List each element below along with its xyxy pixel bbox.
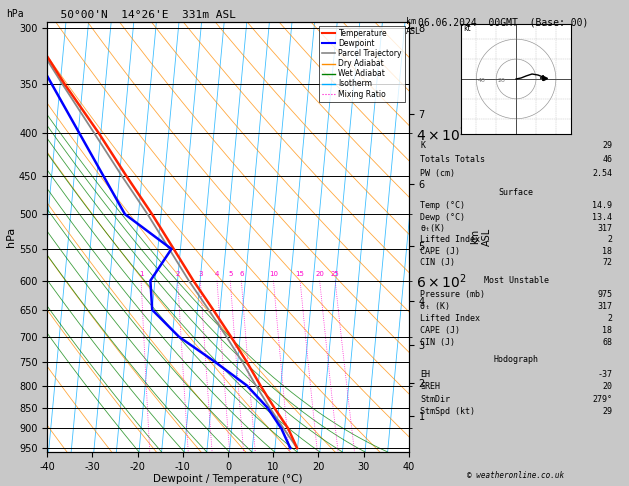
- Text: 10: 10: [269, 271, 278, 277]
- Text: CIN (J): CIN (J): [420, 337, 455, 347]
- Text: Pressure (mb): Pressure (mb): [420, 290, 485, 299]
- Text: 18: 18: [602, 247, 612, 256]
- Text: StmDir: StmDir: [420, 395, 450, 404]
- Text: © weatheronline.co.uk: © weatheronline.co.uk: [467, 471, 564, 480]
- Text: 14.9: 14.9: [592, 201, 612, 210]
- Text: SREH: SREH: [420, 382, 440, 391]
- Text: 2: 2: [607, 235, 612, 244]
- Text: θₜ (K): θₜ (K): [420, 302, 450, 311]
- Legend: Temperature, Dewpoint, Parcel Trajectory, Dry Adiabat, Wet Adiabat, Isotherm, Mi: Temperature, Dewpoint, Parcel Trajectory…: [319, 26, 405, 102]
- Text: PW (cm): PW (cm): [420, 169, 455, 178]
- Text: 2: 2: [175, 271, 180, 277]
- Text: 15: 15: [296, 271, 304, 277]
- Text: 20: 20: [315, 271, 324, 277]
- Text: K: K: [420, 141, 425, 150]
- Text: 2: 2: [607, 314, 612, 323]
- Text: Lifted Index: Lifted Index: [420, 235, 480, 244]
- Text: Most Unstable: Most Unstable: [484, 277, 548, 285]
- Text: 50°00'N  14°26'E  331m ASL: 50°00'N 14°26'E 331m ASL: [47, 10, 236, 20]
- Text: 5: 5: [228, 271, 233, 277]
- Text: Hodograph: Hodograph: [494, 355, 538, 364]
- Text: -37: -37: [597, 370, 612, 379]
- Text: Surface: Surface: [499, 188, 533, 197]
- Text: 1: 1: [139, 271, 143, 277]
- Text: 29: 29: [602, 141, 612, 150]
- Text: km
ASL: km ASL: [406, 17, 421, 36]
- Text: 29: 29: [602, 407, 612, 416]
- Text: 279°: 279°: [592, 395, 612, 404]
- Text: 3: 3: [198, 271, 203, 277]
- Text: 2.54: 2.54: [592, 169, 612, 178]
- Text: 4: 4: [215, 271, 220, 277]
- Text: 20: 20: [497, 78, 505, 83]
- Text: Dewp (°C): Dewp (°C): [420, 212, 465, 222]
- Text: θₜ(K): θₜ(K): [420, 224, 445, 233]
- Text: Totals Totals: Totals Totals: [420, 155, 485, 164]
- X-axis label: Dewpoint / Temperature (°C): Dewpoint / Temperature (°C): [153, 474, 303, 485]
- Text: CAPE (J): CAPE (J): [420, 326, 460, 335]
- Text: 6: 6: [239, 271, 243, 277]
- Text: 68: 68: [602, 337, 612, 347]
- Text: kt: kt: [464, 24, 471, 33]
- Y-axis label: km
ASL: km ASL: [470, 228, 492, 246]
- Text: 25: 25: [331, 271, 340, 277]
- Text: 317: 317: [597, 224, 612, 233]
- Text: 13.4: 13.4: [592, 212, 612, 222]
- Text: 18: 18: [602, 326, 612, 335]
- Text: EH: EH: [420, 370, 430, 379]
- Text: hPa: hPa: [6, 9, 24, 19]
- Text: 20: 20: [602, 382, 612, 391]
- Text: 975: 975: [597, 290, 612, 299]
- Y-axis label: hPa: hPa: [6, 227, 16, 247]
- Text: Lifted Index: Lifted Index: [420, 314, 480, 323]
- Text: StmSpd (kt): StmSpd (kt): [420, 407, 475, 416]
- Text: CAPE (J): CAPE (J): [420, 247, 460, 256]
- Text: 40: 40: [477, 78, 485, 83]
- Text: 46: 46: [602, 155, 612, 164]
- Text: 317: 317: [597, 302, 612, 311]
- Text: 06.06.2024  00GMT  (Base: 00): 06.06.2024 00GMT (Base: 00): [418, 17, 589, 27]
- Text: Temp (°C): Temp (°C): [420, 201, 465, 210]
- Text: CIN (J): CIN (J): [420, 258, 455, 267]
- Text: 72: 72: [602, 258, 612, 267]
